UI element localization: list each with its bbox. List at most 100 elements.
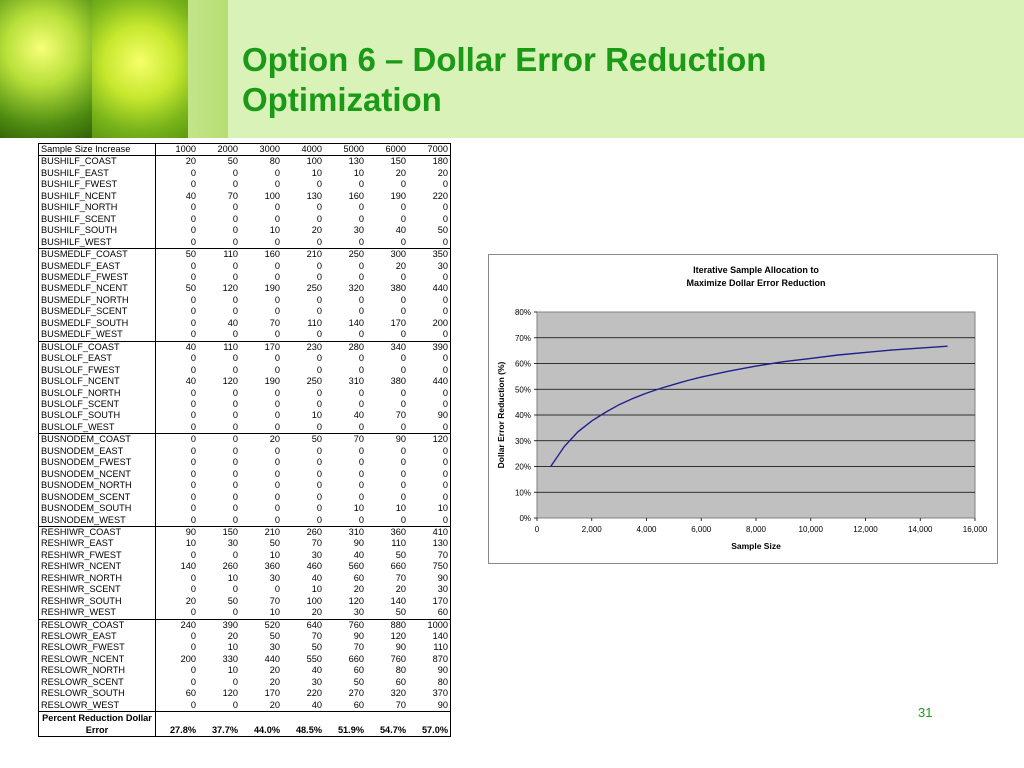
row-label: RESHIWR_SCENT (38, 584, 156, 596)
table-cell: 60 (395, 676, 406, 687)
table-row: RESHIWR_WEST 0 0 10 20 30 50 60 (38, 607, 451, 620)
row-label: RESLOWR_EAST (38, 631, 156, 643)
table-cell: 10 (227, 665, 238, 676)
table-cell: 0 (190, 410, 196, 421)
table-cell: 0 (358, 457, 364, 468)
table-cell: 0 (274, 306, 280, 317)
table-row: BUSNODEM_WEST 0 0 0 0 0 0 0 (38, 514, 451, 527)
row-label: BUSLOLF_SCENT (38, 398, 156, 411)
row-label: BUSLOLF_FWEST (38, 364, 156, 377)
table-cell: 180 (408, 155, 451, 168)
table-cell: 350 (408, 248, 451, 261)
row-label: BUSLOLF_COAST (38, 340, 156, 354)
x-axis-label: Sample Size (731, 541, 781, 551)
table-cell: 170 (390, 317, 406, 328)
table-cell: 310 (348, 376, 364, 387)
table-cell: 10 (269, 549, 280, 560)
table-cell: 40 (395, 225, 406, 236)
table-cell: 120 (222, 283, 238, 294)
table-cell: 550 (306, 653, 322, 664)
table-row: BUSLOLF_NCENT 40 120 190 250 310 380 440 (38, 376, 451, 388)
table-cell: 50 (437, 225, 448, 236)
table-cell: 90 (437, 699, 448, 710)
table-row: BUSLOLF_EAST 0 0 0 0 0 0 0 (38, 353, 451, 365)
table-cell: 0 (358, 260, 364, 271)
table-row: BUSMEDLF_NORTH 0 0 0 0 0 0 0 (38, 294, 451, 307)
slide-title: Option 6 – Dollar Error Reduction Optimi… (242, 41, 767, 118)
row-label: BUSNODEM_NCENT (38, 468, 156, 481)
table-cell: 0 (274, 364, 280, 375)
row-label: BUSNODEM_WEST (38, 514, 156, 527)
table-cell: 0 (190, 468, 196, 479)
table-cell: 140 (432, 631, 448, 642)
row-label: BUSLOLF_NORTH (38, 387, 156, 399)
table-cell: 0 (400, 271, 406, 282)
header-band (0, 0, 1024, 138)
table-cell: 0 (274, 584, 280, 595)
table-cell: 0 (274, 457, 280, 468)
table-cell: 140 (390, 595, 406, 606)
footer-value: 57.0% (408, 711, 451, 737)
table-cell: 0 (274, 329, 280, 340)
table-cell: 0 (274, 387, 280, 398)
table-cell: 0 (316, 514, 322, 525)
table-cell: 10 (185, 538, 196, 549)
table-row: BUSHILF_SOUTH 0 0 10 20 30 40 50 (38, 225, 451, 237)
table-cell: 200 (432, 317, 448, 328)
x-tick-label: 8,000 (746, 525, 767, 534)
table-cell: 120 (390, 631, 406, 642)
table-cell: 0 (316, 329, 322, 340)
table-cell: 0 (274, 271, 280, 282)
table-cell: 280 (324, 340, 366, 354)
footer-value: 48.5% (282, 711, 324, 737)
table-cell: 0 (358, 294, 364, 305)
table-cell: 20 (269, 676, 280, 687)
row-label: BUSLOLF_EAST (38, 353, 156, 365)
table-cell: 30 (269, 642, 280, 653)
table-cell: 0 (316, 480, 322, 491)
table-header-row: Sample Size Increase 1000 2000 3000 4000 5000… (38, 143, 451, 157)
table-cell: 0 (442, 236, 448, 247)
table-row: RESHIWR_EAST 10 30 50 70 90 110 130 (38, 538, 451, 550)
table-row: RESLOWR_SCENT 0 0 20 30 50 60 80 (38, 676, 451, 689)
table-row: RESLOWR_FWEST 0 10 30 50 70 90 110 (38, 642, 451, 654)
table-cell: 70 (324, 433, 366, 446)
chart-title-line: Iterative Sample Allocation to (693, 265, 819, 275)
table-cell: 0 (190, 260, 196, 271)
header-cell-6000: 6000 (366, 143, 408, 157)
table-cell: 100 (306, 595, 322, 606)
table-cell: 150 (198, 525, 240, 539)
table-cell: 0 (400, 306, 406, 317)
table-cell: 560 (348, 561, 364, 572)
table-cell: 0 (316, 260, 322, 271)
row-label: RESHIWR_SOUTH (38, 595, 156, 608)
table-cell: 250 (324, 248, 366, 261)
table-cell: 0 (274, 260, 280, 271)
table-cell: 1000 (408, 618, 451, 632)
row-label: BUSMEDLF_SCENT (38, 306, 156, 318)
row-label: RESLOWR_WEST (38, 699, 156, 712)
table-row: BUSLOLF_SCENT 0 0 0 0 0 0 0 (38, 398, 451, 411)
table-cell: 0 (190, 398, 196, 409)
table-cell: 40 (353, 410, 364, 421)
table-cell: 0 (442, 179, 448, 190)
table-cell: 0 (232, 421, 238, 432)
table-cell: 90 (353, 538, 364, 549)
table-cell: 0 (442, 213, 448, 224)
table-cell: 10 (353, 167, 364, 178)
table-cell: 380 (390, 283, 406, 294)
table-cell: 0 (274, 398, 280, 409)
y-tick-label: 20% (515, 463, 531, 472)
table-cell: 0 (232, 410, 238, 421)
table-cell: 0 (358, 445, 364, 456)
table-cell: 240 (155, 618, 198, 632)
table-cell: 0 (316, 202, 322, 213)
table-cell: 0 (232, 213, 238, 224)
table-cell: 0 (232, 676, 238, 687)
row-label: BUSNODEM_NORTH (38, 480, 156, 492)
table-cell: 0 (232, 514, 238, 525)
table-cell: 50 (185, 283, 196, 294)
row-label: BUSNODEM_COAST (38, 433, 156, 446)
series-line (550, 345, 948, 467)
table-cell: 0 (358, 421, 364, 432)
